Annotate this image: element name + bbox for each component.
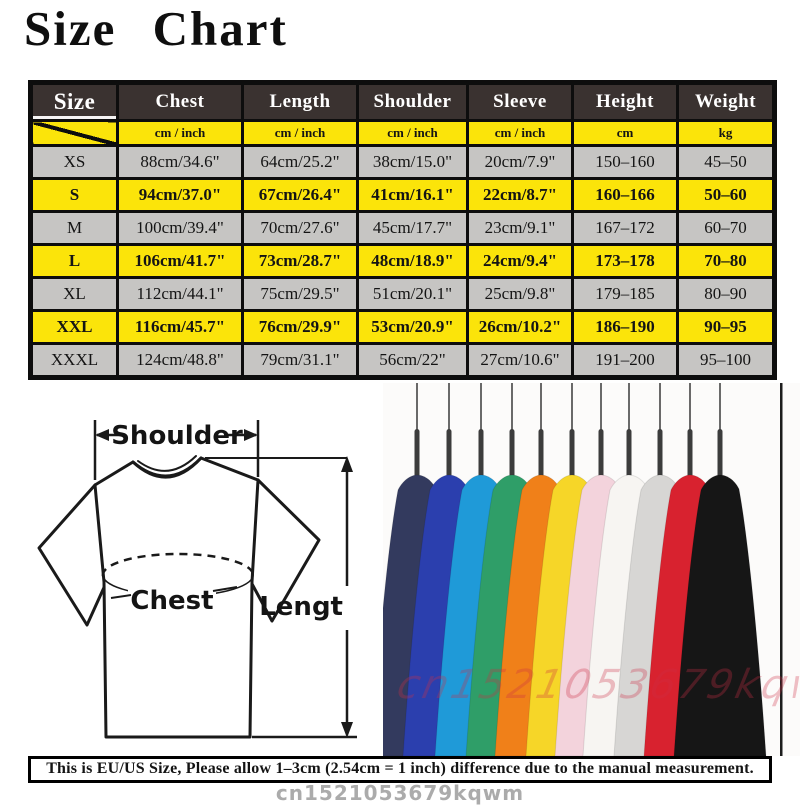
cell-height: 179–185 [571, 276, 679, 312]
cell-shoulder: 48cm/18.9" [356, 243, 469, 279]
size-label: XXL [29, 309, 119, 345]
chest-label: Chest [130, 586, 213, 616]
cell-sleeve: 20cm/7.9" [466, 144, 574, 180]
tshirt-collar-inner [137, 455, 197, 472]
table-row-m: M 100cm/39.4" 70cm/27.6" 45cm/17.7" 23cm… [29, 210, 776, 246]
tshirts [383, 474, 767, 756]
shoulder-arrowhead-right [244, 429, 258, 441]
size-label: XL [29, 276, 119, 312]
table-row-xl: XL 112cm/44.1" 75cm/29.5" 51cm/20.1" 25c… [29, 276, 776, 312]
cell-length: 67cm/26.4" [241, 177, 359, 213]
col-header-weight: Weight [676, 81, 776, 122]
cell-chest: 124cm/48.8" [116, 342, 244, 379]
units-row: cm / inch cm / inch cm / inch cm / inch … [29, 119, 776, 147]
cell-length: 73cm/28.7" [241, 243, 359, 279]
cell-length: 79cm/31.1" [241, 342, 359, 379]
cell-weight: 95–100 [676, 342, 776, 379]
tshirt-left-sleeve [37, 483, 108, 627]
table-header-row: Size Chest Length Shoulder Sleeve Height… [29, 81, 776, 122]
col-header-chest: Chest [116, 81, 244, 122]
cell-height: 150–160 [571, 144, 679, 180]
unit-height: cm [571, 119, 679, 147]
size-label: S [29, 177, 119, 213]
table-row-xxl: XXL 116cm/45.7" 76cm/29.9" 53cm/20.9" 26… [29, 309, 776, 345]
cell-length: 70cm/27.6" [241, 210, 359, 246]
cell-weight: 70–80 [676, 243, 776, 279]
photo-right-edge-line [780, 383, 783, 756]
length-arrowhead-top [341, 456, 353, 472]
cell-sleeve: 25cm/9.8" [466, 276, 574, 312]
unit-chest: cm / inch [116, 119, 244, 147]
col-header-size: Size [29, 81, 119, 122]
length-label: Lengt [259, 592, 343, 622]
cell-shoulder: 45cm/17.7" [356, 210, 469, 246]
diagonal-divider-cell [29, 119, 119, 147]
tshirt-measurement-diagram: Chest Shoulder Lengt [37, 420, 357, 739]
col-header-sleeve: Sleeve [466, 81, 574, 122]
cell-height: 167–172 [571, 210, 679, 246]
cell-height: 186–190 [571, 309, 679, 345]
cell-length: 64cm/25.2" [241, 144, 359, 180]
cell-shoulder: 56cm/22" [356, 342, 469, 379]
cell-chest: 100cm/39.4" [116, 210, 244, 246]
tshirt-right-sleeve [249, 478, 321, 623]
chest-callout-left [110, 594, 132, 599]
cell-weight: 50–60 [676, 177, 776, 213]
size-label: M [29, 210, 119, 246]
size-label: XXXL [29, 342, 119, 379]
size-label: XS [29, 144, 119, 180]
cell-chest: 112cm/44.1" [116, 276, 244, 312]
cell-weight: 60–70 [676, 210, 776, 246]
cell-length: 76cm/29.9" [241, 309, 359, 345]
cell-sleeve: 27cm/10.6" [466, 342, 574, 379]
tshirts-photo [383, 383, 800, 756]
unit-shoulder: cm / inch [356, 119, 469, 147]
col-header-length: Length [241, 81, 359, 122]
unit-sleeve: cm / inch [466, 119, 574, 147]
unit-weight: kg [676, 119, 776, 147]
cell-chest: 88cm/34.6" [116, 144, 244, 180]
cell-height: 160–166 [571, 177, 679, 213]
bottom-watermark: cn1521053679kqwm [275, 781, 525, 805]
cell-shoulder: 38cm/15.0" [356, 144, 469, 180]
page-title: Size Chart [24, 1, 288, 56]
cell-height: 191–200 [571, 342, 679, 379]
col-header-shoulder: Shoulder [356, 81, 469, 122]
cell-height: 173–178 [571, 243, 679, 279]
col-header-height: Height [571, 81, 679, 122]
cell-shoulder: 51cm/20.1" [356, 276, 469, 312]
cell-sleeve: 23cm/9.1" [466, 210, 574, 246]
cell-sleeve: 24cm/9.4" [466, 243, 574, 279]
length-arrowhead-bottom [341, 722, 353, 738]
cell-weight: 90–95 [676, 309, 776, 345]
cell-chest: 106cm/41.7" [116, 243, 244, 279]
cell-weight: 80–90 [676, 276, 776, 312]
table-row-xs: XS 88cm/34.6" 64cm/25.2" 38cm/15.0" 20cm… [29, 144, 776, 180]
cell-chest: 116cm/45.7" [116, 309, 244, 345]
chest-callout-right [212, 586, 238, 592]
cell-length: 75cm/29.5" [241, 276, 359, 312]
table-row-xxxl: XXXL 124cm/48.8" 79cm/31.1" 56cm/22" 27c… [29, 342, 776, 379]
cell-sleeve: 26cm/10.2" [466, 309, 574, 345]
shoulder-label: Shoulder [111, 421, 243, 451]
cell-sleeve: 22cm/8.7" [466, 177, 574, 213]
table-row-s: S 94cm/37.0" 67cm/26.4" 41cm/16.1" 22cm/… [29, 177, 776, 213]
table-row-l: L 106cm/41.7" 73cm/28.7" 48cm/18.9" 24cm… [29, 243, 776, 279]
shoulder-arrowhead-left [95, 429, 109, 441]
cell-shoulder: 53cm/20.9" [356, 309, 469, 345]
cell-weight: 45–50 [676, 144, 776, 180]
size-label: L [29, 243, 119, 279]
footer-note: This is EU/US Size, Please allow 1–3cm (… [28, 756, 772, 783]
tshirt-collar-outer [131, 456, 203, 479]
size-table: Size Chest Length Shoulder Sleeve Height… [28, 80, 777, 380]
cell-shoulder: 41cm/16.1" [356, 177, 469, 213]
chest-label-bg [128, 586, 216, 614]
unit-length: cm / inch [241, 119, 359, 147]
cell-chest: 94cm/37.0" [116, 177, 244, 213]
